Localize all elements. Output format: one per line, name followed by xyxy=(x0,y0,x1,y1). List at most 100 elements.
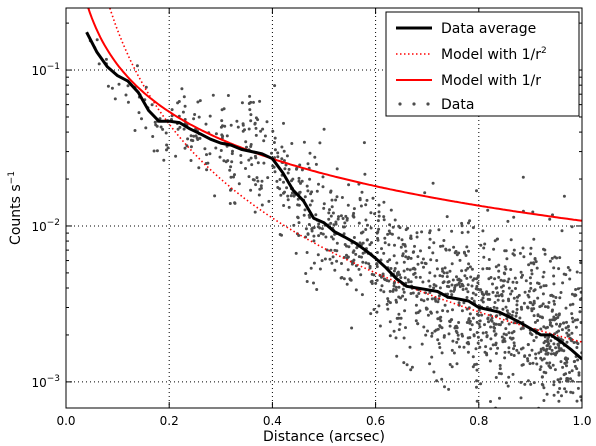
data-point xyxy=(420,261,424,265)
data-point xyxy=(552,282,556,286)
data-point xyxy=(435,259,439,262)
data-point xyxy=(144,126,148,130)
data-point xyxy=(126,84,130,88)
data-point xyxy=(416,322,420,326)
data-point xyxy=(455,275,458,279)
data-point xyxy=(539,347,543,351)
data-point xyxy=(556,342,560,346)
data-point xyxy=(159,125,163,129)
data-point xyxy=(507,277,511,281)
data-point xyxy=(534,352,538,356)
data-point xyxy=(501,340,505,344)
data-point xyxy=(552,299,556,303)
data-point xyxy=(182,95,186,99)
data-point xyxy=(485,335,489,339)
data-point xyxy=(360,255,363,259)
data-point xyxy=(258,99,262,103)
data-point xyxy=(554,421,557,424)
data-point xyxy=(566,325,570,329)
data-point xyxy=(298,163,302,167)
data-point xyxy=(532,412,535,415)
data-point xyxy=(528,331,532,335)
data-point xyxy=(226,159,230,163)
data-point xyxy=(427,279,431,283)
data-point xyxy=(514,314,518,318)
data-point xyxy=(579,321,582,324)
data-point xyxy=(247,127,251,131)
data-point xyxy=(470,297,474,300)
data-point xyxy=(552,393,556,397)
data-point xyxy=(526,305,530,309)
data-point xyxy=(339,214,343,218)
data-point xyxy=(492,329,496,333)
data-point xyxy=(181,110,185,114)
data-point xyxy=(344,214,348,218)
data-point xyxy=(558,324,562,328)
data-point xyxy=(571,391,575,395)
x-tick-label: 1.0 xyxy=(572,414,591,428)
data-point xyxy=(419,298,423,302)
data-point xyxy=(523,290,527,294)
data-point xyxy=(576,318,579,322)
data-point xyxy=(494,294,498,298)
data-point xyxy=(385,302,389,306)
data-point xyxy=(350,326,354,330)
data-point xyxy=(341,217,345,220)
data-point xyxy=(546,352,550,356)
data-point xyxy=(189,159,193,162)
data-point xyxy=(492,322,496,326)
data-point xyxy=(506,219,510,223)
data-point xyxy=(402,336,406,340)
data-point xyxy=(382,200,386,204)
data-point xyxy=(554,296,558,299)
data-point xyxy=(375,310,379,314)
data-point xyxy=(325,248,329,252)
data-point xyxy=(391,225,395,229)
data-point xyxy=(464,268,468,272)
data-point xyxy=(214,132,218,136)
data-point xyxy=(208,152,212,156)
data-point xyxy=(433,297,437,301)
data-point xyxy=(573,293,577,297)
data-point xyxy=(500,320,504,324)
data-point xyxy=(565,377,569,380)
data-point xyxy=(388,289,392,293)
data-point xyxy=(137,111,141,115)
data-point xyxy=(448,363,452,366)
data-point xyxy=(474,293,478,297)
data-point xyxy=(394,288,398,292)
data-point xyxy=(529,286,533,290)
data-point xyxy=(303,195,307,199)
data-point xyxy=(374,281,378,285)
data-point xyxy=(297,221,301,225)
data-point xyxy=(392,254,396,258)
data-point xyxy=(203,147,207,151)
data-point xyxy=(488,298,492,301)
data-point xyxy=(297,191,301,195)
data-point xyxy=(497,275,501,279)
data-point xyxy=(372,308,376,311)
data-point xyxy=(476,274,480,278)
data-point xyxy=(345,253,348,257)
data-point xyxy=(430,355,434,359)
data-point xyxy=(565,364,568,368)
data-point xyxy=(261,127,265,131)
data-point xyxy=(458,285,462,289)
data-point xyxy=(402,260,406,264)
data-point xyxy=(419,249,422,253)
data-point xyxy=(225,134,229,138)
data-point xyxy=(452,245,456,249)
data-point xyxy=(507,322,511,326)
data-point xyxy=(491,290,495,294)
data-point xyxy=(529,246,533,250)
data-point xyxy=(166,146,170,150)
data-point xyxy=(448,319,452,323)
data-point xyxy=(442,335,446,339)
data-point xyxy=(563,387,567,391)
data-point xyxy=(158,117,162,121)
data-point xyxy=(322,206,326,210)
data-point xyxy=(211,93,215,97)
data-point xyxy=(506,384,510,388)
data-point xyxy=(379,288,383,292)
y-axis-label-exp: −1 xyxy=(7,171,17,184)
